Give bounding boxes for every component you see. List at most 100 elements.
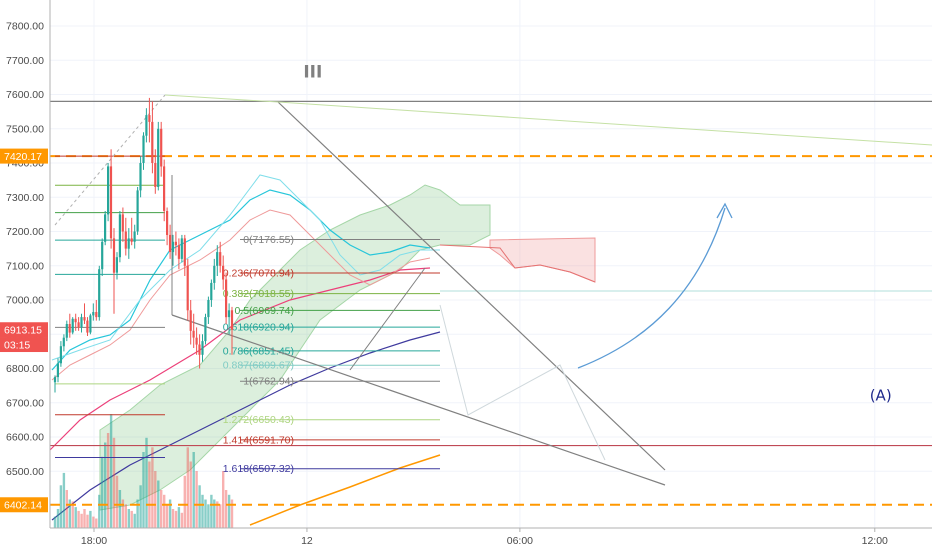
candle [171,234,175,266]
candle-body [133,231,136,242]
wave-label: III [303,62,322,82]
candle-body [83,317,86,321]
fib-label: 1(6762.94) [243,376,294,388]
candle-body [77,322,80,328]
candle [148,97,151,143]
candle [92,303,95,321]
candle [166,207,169,246]
candle [121,207,124,242]
candle [157,121,160,191]
price-badge-label: 03:15 [4,339,30,351]
volume-bar [204,499,207,528]
candle [74,313,77,331]
candle-body [62,337,65,347]
candle [177,238,180,270]
price-tick: 7100.00 [6,260,44,272]
ma-orange [249,454,441,526]
volume-bar [213,499,216,528]
candle-body [112,238,116,273]
candle [198,334,201,369]
candle-body [222,265,225,280]
candle [68,313,71,338]
volume-bar [195,471,198,528]
candle-body [80,317,83,328]
price-tick: 6800.00 [6,363,44,375]
ma-lightcyan [51,174,440,361]
candle [163,159,166,222]
candle [192,313,195,348]
ichimoku-cloud [99,184,596,511]
candle [133,224,136,249]
price-badge [0,322,48,338]
candles[interactable] [53,97,234,393]
candle-body [53,377,57,383]
candle [216,245,219,276]
indicator-lines [49,174,932,526]
volume-bar [165,504,169,529]
volume-bar [157,480,160,528]
candle-body [171,241,175,253]
upper-trend [277,101,932,146]
price-tick: 7000.00 [6,295,44,307]
volume-bar [136,499,139,528]
candle-body [180,238,183,259]
volume-bar [83,509,86,528]
candle [53,375,57,393]
candle [160,121,163,177]
volume-bar [189,461,192,528]
volume-bar [133,513,136,529]
candle [168,224,172,259]
candle [77,317,80,331]
candle-body [219,252,222,266]
wave-labels: III(A)(B)(C)(D)(E) [303,62,891,404]
candle [112,228,116,314]
volume-bar [68,499,71,528]
volume-bar [106,433,110,528]
candle [219,241,222,273]
volume-bar [62,472,66,528]
candle [65,320,68,342]
price-tick: 7200.00 [6,226,44,238]
candle [183,234,186,276]
candle [56,358,59,383]
candle-body [107,166,110,215]
candle-body [101,241,104,270]
price-tick: 7700.00 [6,55,44,67]
volume-bar [180,512,184,528]
volume-bar [104,442,107,528]
price-badge-label: 6913.15 [4,325,42,337]
candle-body [166,211,169,235]
volume-bar [139,485,142,529]
candle [210,279,213,307]
time-axis-bg [0,528,932,550]
candle-body [168,234,172,252]
ma-indigo [51,331,441,521]
candle-body [151,121,154,163]
volume-bar [222,471,225,528]
candle [71,317,74,335]
volume-bar [98,494,101,529]
fib-label: 0.887(6809.67) [223,360,294,372]
candle-body [98,269,101,318]
candle-body [89,315,92,333]
cloud-green [99,184,491,511]
candle [201,334,204,362]
candle [130,217,133,246]
candle-body [157,128,160,187]
candle-body [198,344,201,355]
volume-bar [74,507,77,528]
candle-body [186,265,189,311]
candle [145,108,148,143]
volume-bar [183,475,186,529]
volume-bar [65,490,68,528]
candle [222,255,225,290]
candle-body [210,282,213,300]
candle [139,156,142,198]
fib-label: 1.414(6591.70) [223,434,294,446]
volume-bar [53,516,57,528]
volume-bar [95,518,98,528]
candle-body [148,115,151,122]
candle [174,231,177,256]
